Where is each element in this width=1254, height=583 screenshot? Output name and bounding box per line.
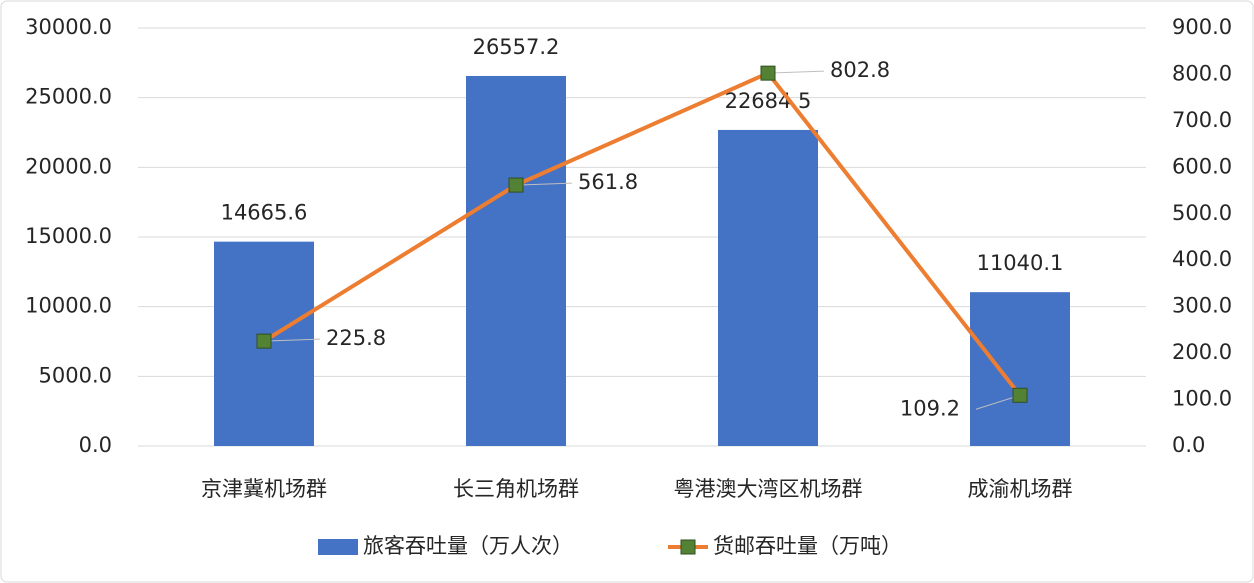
y2-tick-label: 300.0 <box>1172 294 1232 318</box>
legend-label: 旅客吞吐量（万人次） <box>363 534 573 558</box>
y-tick-label: 25000.0 <box>25 85 112 109</box>
bar <box>970 292 1070 446</box>
legend-label: 货邮吞吐量（万吨） <box>713 534 902 558</box>
y2-tick-label: 400.0 <box>1172 247 1232 271</box>
x-tick-label: 长三角机场群 <box>453 477 579 501</box>
x-tick-label: 粤港澳大湾区机场群 <box>674 477 863 501</box>
legend-marker <box>680 539 696 555</box>
y-tick-label: 15000.0 <box>25 224 112 248</box>
marker <box>508 177 524 193</box>
line-value-label: 109.2 <box>900 396 960 420</box>
bar <box>718 129 818 446</box>
x-tick-label: 成渝机场群 <box>968 477 1073 501</box>
y2-tick-label: 100.0 <box>1172 387 1232 411</box>
y2-tick-label: 900.0 <box>1172 15 1232 39</box>
y-tick-label: 0.0 <box>79 433 112 457</box>
marker <box>760 65 776 81</box>
y-tick-label: 30000.0 <box>25 15 112 39</box>
y2-tick-label: 0.0 <box>1172 433 1205 457</box>
bar-value-label: 14665.6 <box>221 201 308 225</box>
y2-tick-label: 200.0 <box>1172 340 1232 364</box>
x-tick-label: 京津冀机场群 <box>201 477 327 501</box>
bar-value-label: 11040.1 <box>977 251 1064 275</box>
bar-value-label: 26557.2 <box>473 35 560 59</box>
legend-swatch <box>318 539 358 555</box>
y2-tick-label: 800.0 <box>1172 61 1232 85</box>
line-value-label: 225.8 <box>326 326 386 350</box>
line-value-label: 802.8 <box>830 58 890 82</box>
leader-line <box>767 70 825 74</box>
y-tick-label: 10000.0 <box>25 294 112 318</box>
y-tick-label: 5000.0 <box>39 363 112 387</box>
y2-tick-label: 700.0 <box>1172 108 1232 132</box>
y2-tick-label: 600.0 <box>1172 154 1232 178</box>
marker <box>1012 387 1028 403</box>
y-tick-label: 20000.0 <box>25 154 112 178</box>
line-value-label: 561.8 <box>578 170 638 194</box>
marker <box>256 333 272 349</box>
leader-line <box>263 338 321 342</box>
y2-tick-label: 500.0 <box>1172 201 1232 225</box>
leader-line <box>515 182 573 186</box>
bar <box>466 75 566 447</box>
line <box>262 70 1022 397</box>
